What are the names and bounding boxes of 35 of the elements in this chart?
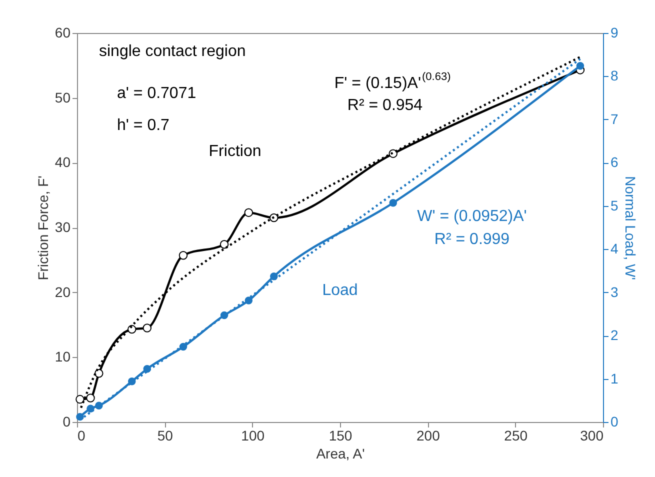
x-tick-label: 250 (504, 428, 528, 444)
x-tick-label: 0 (78, 428, 86, 444)
y2-tick-label: 4 (610, 240, 618, 257)
y-tick-label: 30 (54, 219, 71, 235)
y-tick-label: 0 (62, 414, 71, 430)
y2-tick-label: 2 (610, 327, 618, 344)
annotation: R² = 0.954 (347, 97, 423, 114)
y2-axis-title: Normal Load, W' (622, 176, 638, 280)
x-tick-label: 150 (328, 428, 352, 444)
text: Load (322, 282, 358, 299)
annotation: single contact region (99, 43, 246, 60)
y-tick-label: 60 (54, 24, 71, 40)
y2-tick-label: 5 (610, 197, 618, 214)
annotation: W' = (0.0952)A' (417, 208, 527, 225)
x-axis-title: Area, A' (316, 446, 365, 462)
y2-tick-label: 7 (610, 110, 618, 127)
y-tick-label: 20 (54, 284, 71, 300)
y-axis-title: Friction Force, F' (34, 176, 51, 280)
y2-tick-label: 3 (610, 284, 618, 300)
y2-tick-label: 9 (610, 24, 618, 40)
y2-tick-label: 8 (610, 68, 618, 84)
y2-tick-label: 0 (610, 414, 618, 430)
x-tick-label: 200 (416, 428, 440, 444)
y-tick-label: 50 (54, 89, 71, 106)
text: Friction (208, 143, 262, 160)
y-tick-label: 40 (54, 154, 71, 170)
y2-tick-label: 1 (610, 370, 618, 386)
y-tick-label: 10 (54, 348, 71, 365)
annotation: h' = 0.7 (117, 117, 170, 134)
annotation: R² = 0.999 (434, 231, 510, 248)
x-tick-label: 300 (580, 428, 604, 444)
y2-tick-label: 6 (610, 154, 618, 170)
x-tick-label: 100 (241, 428, 265, 444)
x-tick-label: 50 (157, 428, 174, 444)
annotation: a' = 0.7071 (117, 85, 196, 102)
